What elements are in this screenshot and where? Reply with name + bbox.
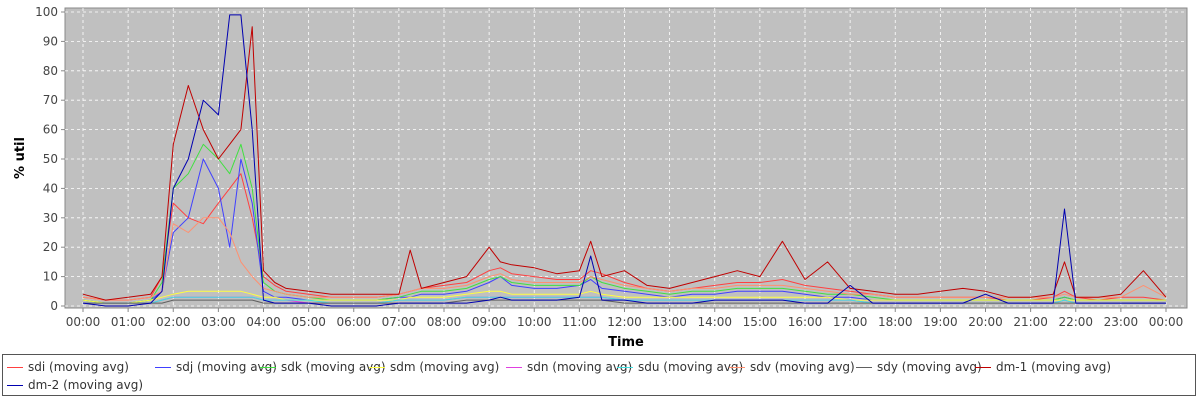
legend-swatch (155, 366, 171, 368)
series-line (83, 299, 1166, 304)
x-tick-label: 04:00 (246, 315, 281, 329)
legend-swatch (975, 366, 991, 368)
legend-swatch (506, 366, 522, 368)
x-tick-label: 13:00 (652, 315, 687, 329)
x-tick-label: 12:00 (607, 315, 642, 329)
grid-lines (65, 8, 1187, 308)
legend-swatch (260, 366, 276, 368)
legend-item: sdm (moving avg) (369, 358, 499, 376)
x-tick-label: 10:00 (517, 315, 552, 329)
legend-swatch (856, 366, 872, 368)
legend-label: sdy (moving avg) (877, 360, 982, 374)
series-line (82, 14, 1166, 307)
y-tick-label: 80 (43, 64, 58, 78)
x-tick-label: 11:00 (562, 315, 597, 329)
legend-label: dm-2 (moving avg) (28, 378, 144, 392)
x-tick-label: 06:00 (336, 315, 371, 329)
legend-swatch (7, 366, 23, 368)
legend-swatch (617, 366, 633, 368)
x-tick-label: 18:00 (878, 315, 913, 329)
plot-area (64, 7, 1188, 309)
legend-item: sdv (moving avg) (729, 358, 855, 376)
y-axis-ticks: 0 10 20 30 40 50 60 70 80 90 100 (35, 5, 65, 313)
y-tick-label: 50 (43, 152, 58, 166)
legend-swatch (729, 366, 745, 368)
legend-item: sdj (moving avg) (155, 358, 277, 376)
x-tick-label: 15:00 (743, 315, 778, 329)
legend-label: sdi (moving avg) (28, 360, 129, 374)
y-tick-label: 20 (43, 240, 58, 254)
x-tick-label: 00:00 (66, 315, 101, 329)
x-tick-label: 14:00 (697, 315, 732, 329)
legend-swatch (369, 366, 385, 368)
legend-label: sdn (moving avg) (527, 360, 633, 374)
legend-item: sdn (moving avg) (506, 358, 632, 376)
legend-item: sdu (moving avg) (617, 358, 743, 376)
series-line (82, 26, 1167, 301)
x-tick-label: 00:00 (1149, 315, 1184, 329)
x-tick-label: 09:00 (472, 315, 507, 329)
x-tick-label: 08:00 (427, 315, 462, 329)
series-line (82, 290, 1166, 304)
x-tick-label: 22:00 (1058, 315, 1093, 329)
y-tick-label: 30 (43, 211, 58, 225)
legend-label: dm-1 (moving avg) (996, 360, 1112, 374)
x-tick-label: 20:00 (968, 315, 1003, 329)
x-tick-label: 17:00 (833, 315, 868, 329)
y-tick-label: 60 (43, 123, 58, 137)
series-lines (82, 14, 1167, 307)
legend-label: sdj (moving avg) (176, 360, 277, 374)
legend-item: sdi (moving avg) (7, 358, 129, 376)
series-line (82, 217, 1167, 301)
x-tick-label: 21:00 (1013, 315, 1048, 329)
x-tick-label: 02:00 (156, 315, 191, 329)
x-tick-label: 19:00 (923, 315, 958, 329)
x-axis-ticks: 00:00 01:00 02:00 03:00 04:00 05:00 06:00 07:00… (66, 308, 1184, 329)
x-axis-title: Time (608, 335, 644, 350)
legend-item: sdk (moving avg) (260, 358, 386, 376)
legend-item: dm-1 (moving avg) (975, 358, 1111, 376)
y-tick-label: 40 (43, 181, 58, 195)
y-tick-label: 10 (43, 270, 58, 284)
legend-swatch (7, 384, 23, 386)
legend-label: sdk (moving avg) (281, 360, 386, 374)
legend-label: sdm (moving avg) (390, 360, 500, 374)
x-tick-label: 03:00 (201, 315, 236, 329)
x-tick-label: 07:00 (382, 315, 417, 329)
y-tick-label: 90 (43, 34, 58, 48)
legend-item: sdy (moving avg) (856, 358, 982, 376)
chart-legend: sdi (moving avg) sdj (moving avg) sdk (mov… (2, 354, 1196, 396)
x-tick-label: 01:00 (111, 315, 146, 329)
y-tick-label: 100 (35, 5, 58, 19)
y-tick-label: 70 (43, 93, 58, 107)
legend-label: sdv (moving avg) (750, 360, 855, 374)
legend-label: sdu (moving avg) (638, 360, 744, 374)
y-tick-label: 0 (50, 299, 58, 313)
line-chart: 0 10 20 30 40 50 60 70 80 90 100 00:00 01:00 02:00 03… (13, 5, 1188, 350)
y-axis-title: % util (13, 137, 28, 179)
legend-item: dm-2 (moving avg) (7, 376, 143, 394)
x-tick-label: 16:00 (788, 315, 823, 329)
x-tick-label: 05:00 (291, 315, 326, 329)
x-tick-label: 23:00 (1104, 315, 1139, 329)
